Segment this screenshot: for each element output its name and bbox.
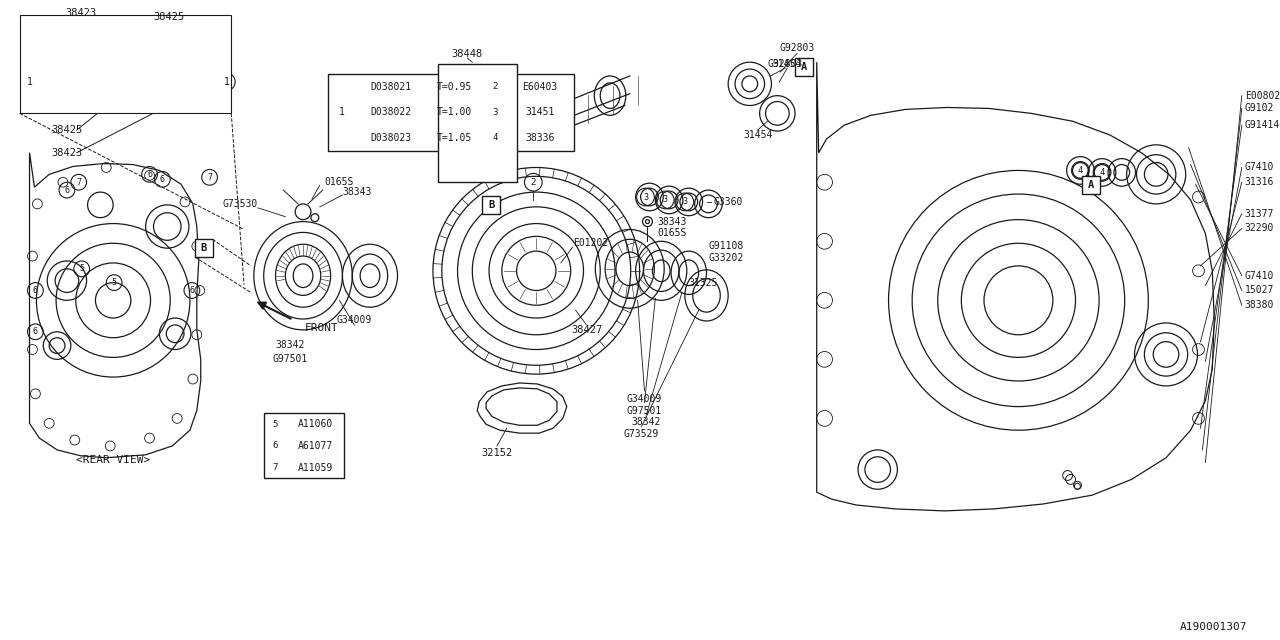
Bar (328, 74, 573, 151)
Text: 15027: 15027 (1244, 285, 1274, 296)
Bar (264, 413, 344, 479)
Text: E01202: E01202 (572, 238, 608, 248)
Text: 3: 3 (493, 108, 498, 117)
Text: 38342: 38342 (632, 417, 662, 428)
Text: 7: 7 (77, 178, 81, 187)
Bar (438, 64, 517, 182)
Text: B: B (201, 243, 207, 253)
Bar (195, 239, 212, 257)
Text: 6: 6 (33, 286, 38, 295)
Text: 3: 3 (663, 195, 668, 204)
Text: G7410: G7410 (1244, 271, 1274, 281)
Text: 38343: 38343 (658, 216, 686, 227)
Text: 6: 6 (64, 186, 69, 195)
Text: G92803: G92803 (780, 44, 814, 53)
Text: 38423: 38423 (51, 148, 82, 157)
Text: G97501: G97501 (627, 406, 662, 415)
Text: 32290: 32290 (1244, 223, 1274, 234)
Text: 31377: 31377 (1244, 209, 1274, 219)
Bar (483, 196, 500, 214)
Text: 6: 6 (160, 175, 165, 184)
Text: 7: 7 (207, 173, 212, 182)
Text: G92803: G92803 (768, 59, 803, 69)
Text: B: B (488, 200, 494, 210)
Text: 38380: 38380 (1244, 300, 1274, 310)
Text: 5: 5 (79, 264, 84, 273)
Text: 38342: 38342 (275, 340, 305, 349)
Text: A11060: A11060 (298, 419, 334, 429)
Text: 38427: 38427 (571, 325, 602, 335)
Text: G33202: G33202 (708, 253, 744, 263)
Text: G7410: G7410 (1244, 163, 1274, 173)
Text: 6: 6 (189, 286, 195, 295)
Text: 6: 6 (273, 442, 278, 451)
Text: 0165S: 0165S (325, 177, 355, 188)
Text: 2: 2 (493, 83, 498, 92)
Text: A190001307: A190001307 (1180, 622, 1248, 632)
Text: T=0.95: T=0.95 (436, 82, 472, 92)
Text: D038022: D038022 (370, 108, 411, 117)
Text: 1: 1 (27, 77, 32, 87)
Text: G34009: G34009 (627, 394, 662, 404)
Text: 4: 4 (493, 134, 498, 143)
Text: 38336: 38336 (526, 133, 556, 143)
Text: 38425: 38425 (154, 12, 184, 22)
Bar (1083, 177, 1100, 194)
Text: 31325: 31325 (689, 278, 718, 287)
Text: 3: 3 (643, 193, 648, 202)
Text: 31451: 31451 (526, 108, 556, 117)
Text: 4: 4 (1078, 166, 1083, 175)
Text: 6: 6 (147, 170, 152, 179)
Text: 6: 6 (33, 327, 38, 336)
Text: 1: 1 (338, 108, 344, 117)
Text: G91108: G91108 (708, 241, 744, 252)
Text: A61077: A61077 (298, 441, 334, 451)
Text: 3: 3 (682, 197, 687, 207)
Text: 1: 1 (224, 77, 229, 87)
Text: 32152: 32152 (481, 448, 512, 458)
Text: 5: 5 (111, 278, 116, 287)
Text: 38425: 38425 (51, 125, 82, 135)
Text: T=1.05: T=1.05 (436, 133, 472, 143)
Text: G34009: G34009 (337, 315, 372, 325)
Text: E60403: E60403 (522, 82, 558, 92)
Bar (19, 15, 232, 113)
Bar (795, 58, 813, 76)
Text: A: A (1088, 180, 1094, 190)
Text: G73530: G73530 (223, 199, 257, 209)
Text: 31454: 31454 (742, 130, 772, 140)
Text: T=1.00: T=1.00 (436, 108, 472, 117)
Text: G9102: G9102 (1244, 104, 1274, 113)
Text: 38448: 38448 (452, 49, 483, 60)
Text: A: A (801, 62, 808, 72)
Text: E00802: E00802 (1244, 91, 1280, 100)
Text: 0165S: 0165S (658, 228, 686, 239)
Text: 38343: 38343 (343, 187, 371, 197)
Text: 5: 5 (273, 420, 278, 429)
Text: A11059: A11059 (298, 463, 334, 472)
Text: D038021: D038021 (370, 82, 411, 92)
Text: 31316: 31316 (1244, 177, 1274, 188)
Text: G91414: G91414 (1244, 120, 1280, 130)
Text: G3360: G3360 (713, 197, 742, 207)
Text: D038023: D038023 (370, 133, 411, 143)
Text: FRONT: FRONT (305, 323, 339, 333)
Text: G73529: G73529 (623, 429, 659, 439)
Text: 31454: 31454 (773, 59, 801, 69)
Text: 7: 7 (273, 463, 278, 472)
Text: 38423: 38423 (65, 8, 96, 18)
Text: G97501: G97501 (273, 355, 308, 364)
Text: 2: 2 (531, 178, 536, 187)
Text: 4: 4 (1100, 168, 1105, 177)
Text: <REAR VIEW>: <REAR VIEW> (76, 455, 150, 465)
